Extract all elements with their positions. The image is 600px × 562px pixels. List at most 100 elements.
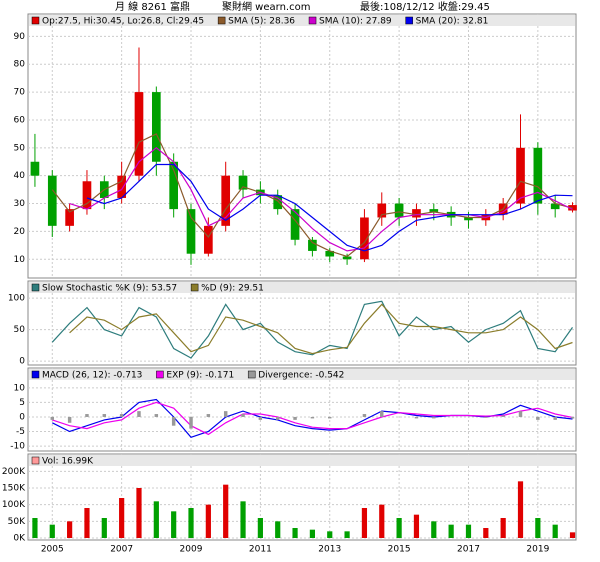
divergence-bar	[206, 414, 211, 417]
stock-name: 月 線 8261 富鼎	[115, 0, 190, 13]
volume-bar	[188, 508, 194, 538]
candle-body	[169, 161, 179, 210]
volume-bar	[309, 529, 316, 538]
legend-swatch	[31, 16, 40, 25]
y-tick-label: 5	[19, 398, 25, 408]
volume-bar	[396, 518, 402, 538]
volume-bar	[535, 518, 541, 538]
candle-body	[134, 92, 144, 176]
legend-label: SMA (5): 28.36	[228, 17, 295, 27]
y-tick-label: 100K	[2, 500, 26, 510]
divergence-bar	[501, 415, 505, 417]
legend-band	[29, 369, 575, 380]
legend-label: MACD (26, 12): -0.713	[42, 371, 142, 381]
legend-swatch	[31, 370, 40, 379]
y-tick-label: 0	[19, 412, 25, 422]
candle-body	[342, 256, 352, 260]
x-tick-label: 2007	[110, 545, 133, 555]
legend-label: SMA (10): 27.89	[319, 17, 392, 27]
volume-bar	[500, 518, 506, 538]
volume-bar	[67, 521, 73, 538]
volume-bar	[171, 511, 177, 538]
divergence-bar	[536, 416, 540, 420]
series-line	[86, 163, 573, 252]
divergence-bar	[171, 416, 176, 426]
series-line	[69, 147, 573, 252]
candle-body	[377, 203, 387, 218]
candle-body	[82, 181, 92, 210]
candle-body	[308, 239, 317, 251]
candle-body	[464, 217, 473, 221]
y-tick-label: 200K	[2, 467, 26, 477]
y-tick-label: 150K	[2, 484, 26, 494]
y-tick-label: 0	[19, 357, 25, 367]
legend-band	[29, 282, 575, 293]
x-tick-label: 2013	[318, 545, 341, 555]
series-line	[52, 401, 573, 436]
candle-body	[221, 175, 231, 226]
y-tick-label: 10	[14, 383, 26, 393]
y-tick-label: 50	[14, 143, 26, 153]
volume-bar	[119, 498, 125, 538]
candle-body	[550, 203, 560, 210]
legend-swatch	[156, 370, 164, 379]
y-tick-label: 70	[14, 88, 26, 98]
legend-swatch	[31, 283, 40, 292]
legend-band	[29, 455, 575, 466]
volume-bar	[465, 524, 472, 538]
site-name: 聚財網 wearn.com	[222, 0, 310, 13]
divergence-bar	[380, 411, 384, 417]
y-tick-label: -10	[10, 442, 25, 452]
divergence-bar	[137, 411, 141, 417]
divergence-bar	[414, 416, 419, 419]
volume-bar	[327, 531, 333, 538]
y-tick-label: 90	[14, 32, 26, 42]
y-tick-label: 60	[14, 115, 26, 125]
legend-swatch	[217, 16, 226, 25]
y-tick-label: 40	[14, 171, 26, 181]
divergence-bar	[85, 414, 89, 417]
volume-bar	[240, 501, 246, 538]
candle-body	[360, 217, 369, 260]
legend-swatch	[308, 16, 317, 25]
divergence-bar	[310, 416, 315, 419]
divergence-bar	[293, 416, 297, 420]
divergence-bar	[119, 414, 124, 417]
candle-body	[65, 209, 74, 226]
candle-body	[533, 147, 543, 204]
x-tick-label: 2017	[457, 545, 480, 555]
divergence-bar	[553, 416, 557, 420]
legend-swatch	[31, 456, 40, 465]
series-line	[69, 303, 573, 355]
x-tick-label: 2011	[249, 545, 272, 555]
x-tick-label: 2015	[388, 545, 411, 555]
y-tick-label: 50	[14, 325, 26, 335]
divergence-bar	[518, 411, 523, 417]
panel	[27, 453, 577, 541]
candle-body	[204, 225, 213, 254]
volume-bar	[483, 528, 489, 538]
legend-label: %D (9): 29.51	[201, 284, 264, 294]
volume-bar	[275, 521, 281, 538]
volume-bar	[379, 504, 385, 538]
volume-bar	[431, 521, 437, 538]
candle-body	[273, 195, 283, 210]
y-tick-label: 0K	[13, 534, 26, 544]
divergence-bar	[223, 411, 228, 417]
candle-body	[186, 209, 196, 254]
y-tick-label: 10	[14, 255, 26, 265]
candle-body	[117, 175, 126, 198]
x-tick-label: 2005	[41, 545, 64, 555]
panel	[27, 367, 577, 452]
y-tick-label: 100	[8, 294, 25, 304]
divergence-bar	[432, 416, 436, 419]
candle-body	[516, 147, 525, 204]
divergence-bar	[241, 414, 245, 417]
y-tick-label: -5	[16, 427, 25, 437]
legend-swatch	[247, 370, 256, 379]
divergence-bar	[275, 416, 280, 420]
divergence-bar	[50, 416, 55, 420]
candle-body	[394, 203, 404, 218]
volume-bar	[448, 524, 454, 538]
